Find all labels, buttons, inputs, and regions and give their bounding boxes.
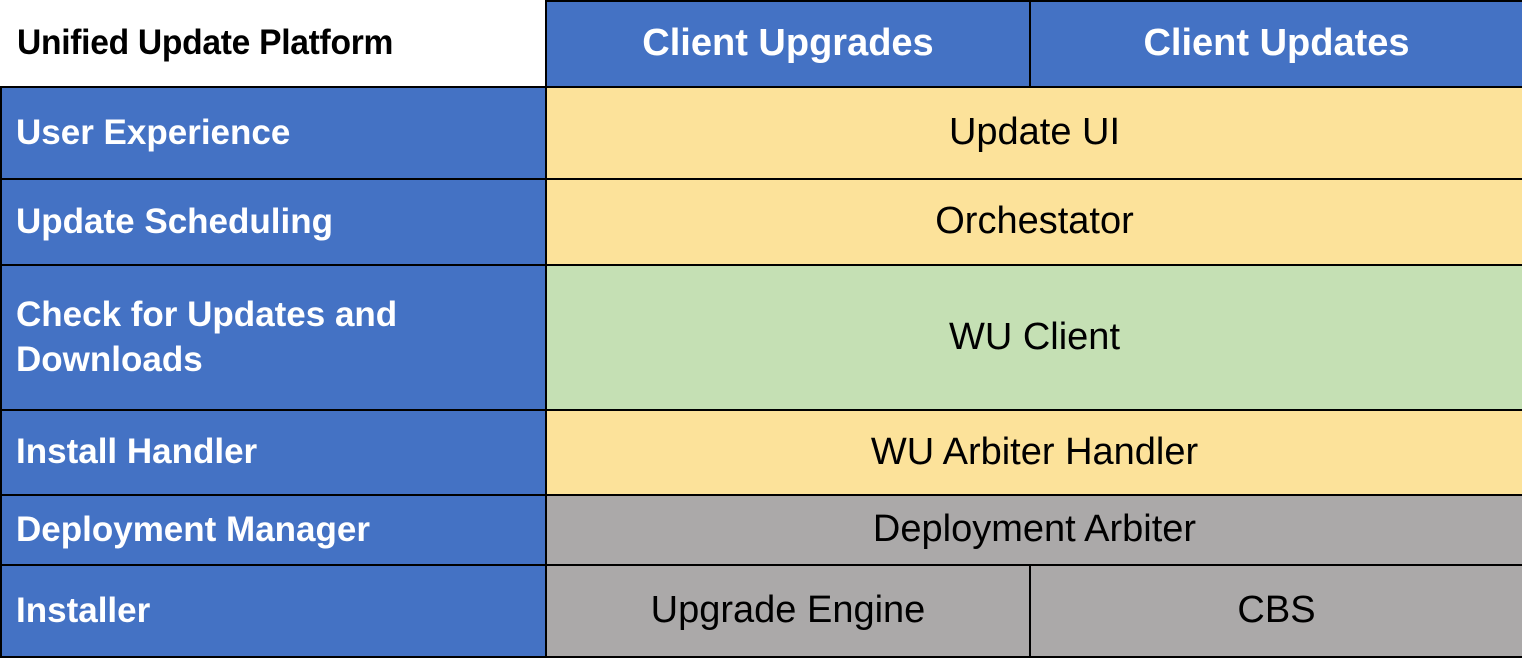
table-row: Check for Updates and Downloads WU Clien… xyxy=(0,264,1522,411)
row-label-text: User Experience xyxy=(16,112,291,152)
cell-orchestator: Orchestator xyxy=(545,178,1522,266)
cell-text: Update UI xyxy=(948,111,1121,154)
cell-text: Orchestator xyxy=(935,200,1134,243)
row-label-text: Install Handler xyxy=(16,432,258,472)
cell-text: Upgrade Engine xyxy=(650,589,926,632)
column-header-label: Client Updates xyxy=(1143,22,1410,65)
cell-text: WU Arbiter Handler xyxy=(870,430,1199,473)
cell-cbs: CBS xyxy=(1029,564,1522,658)
row-label-installer: Installer xyxy=(0,564,547,658)
table-row: Update Scheduling Orchestator xyxy=(0,178,1522,266)
column-header-label: Client Upgrades xyxy=(642,22,934,65)
table-row: Deployment Manager Deployment Arbiter xyxy=(0,494,1522,566)
row-label-install-handler: Install Handler xyxy=(0,409,547,496)
cell-text: WU Client xyxy=(948,315,1121,358)
cell-upgrade-engine: Upgrade Engine xyxy=(545,564,1031,658)
row-label-text: Check for Updates and Downloads xyxy=(16,294,398,379)
row-label-text: Installer xyxy=(16,590,151,630)
table-row: User Experience Update UI xyxy=(0,86,1522,180)
cell-text: Deployment Arbiter xyxy=(872,508,1197,551)
row-label-update-scheduling: Update Scheduling xyxy=(0,178,547,266)
row-label-deployment-manager: Deployment Manager xyxy=(0,494,547,566)
table-corner-cell: Unified Update Platform xyxy=(1,1,546,87)
cell-wu-client: WU Client xyxy=(545,264,1522,411)
row-label-check-for-updates-and-downloads: Check for Updates and Downloads xyxy=(0,264,547,411)
row-label-text: Deployment Manager xyxy=(16,509,370,549)
cell-wu-arbiter-handler: WU Arbiter Handler xyxy=(545,409,1522,496)
table-header-row: Unified Update Platform Client Upgrades … xyxy=(1,0,1522,88)
table-row: Install Handler WU Arbiter Handler xyxy=(0,409,1522,496)
cell-deployment-arbiter: Deployment Arbiter xyxy=(545,494,1522,566)
table-row: Installer Upgrade Engine CBS xyxy=(0,564,1522,658)
cell-update-ui: Update UI xyxy=(545,86,1522,180)
platform-title: Unified Update Platform xyxy=(17,23,394,63)
cell-text: CBS xyxy=(1237,589,1316,632)
row-label-text: Update Scheduling xyxy=(16,201,333,241)
row-label-user-experience: User Experience xyxy=(0,86,547,180)
column-header-client-updates: Client Updates xyxy=(1029,0,1522,88)
column-header-client-upgrades: Client Upgrades xyxy=(545,0,1031,88)
